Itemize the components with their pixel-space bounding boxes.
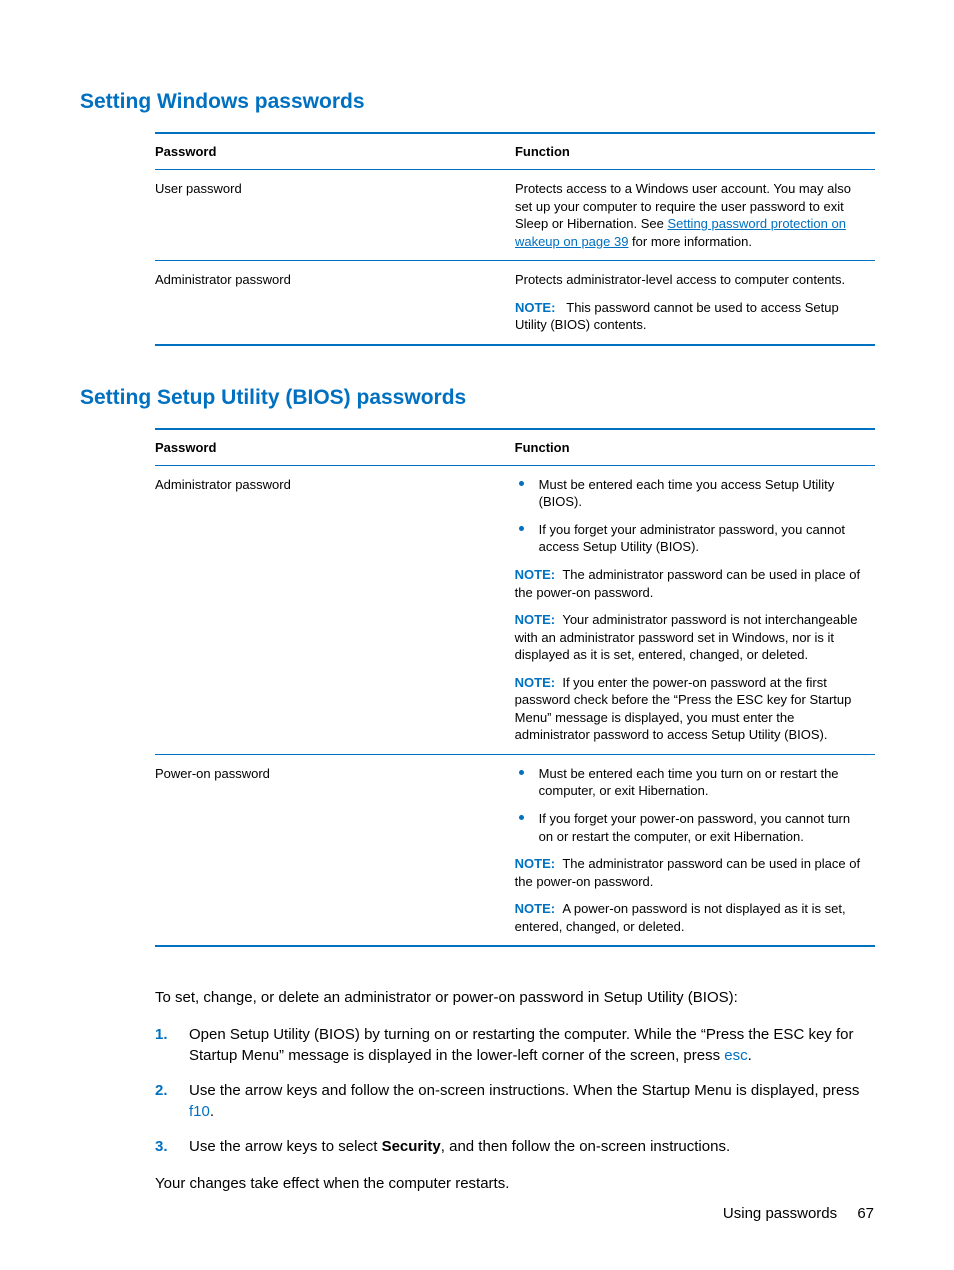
- note-text: If you enter the power-on password at th…: [515, 675, 852, 743]
- cell-password-name: Power-on password: [155, 754, 515, 946]
- table-row: Administrator password Must be entered e…: [155, 465, 875, 754]
- instructions-outro: Your changes take effect when the comput…: [155, 1173, 869, 1194]
- list-item: If you forget your power-on password, yo…: [515, 810, 867, 845]
- text: for more information.: [628, 234, 752, 249]
- table-header-function: Function: [515, 429, 875, 466]
- bios-passwords-table: Password Function Administrator password…: [155, 428, 875, 947]
- heading-bios-passwords: Setting Setup Utility (BIOS) passwords: [80, 386, 874, 410]
- cell-function: Protects access to a Windows user accoun…: [515, 170, 875, 261]
- note-label: NOTE:: [515, 567, 555, 582]
- note-text: Your administrator password is not inter…: [515, 612, 858, 662]
- cell-password-name: Administrator password: [155, 465, 515, 754]
- list-item: If you forget your administrator passwor…: [515, 521, 867, 556]
- note-label: NOTE:: [515, 300, 555, 315]
- bullet-list: Must be entered each time you access Set…: [515, 476, 867, 556]
- list-item: Must be entered each time you turn on or…: [515, 765, 867, 800]
- cell-password-name: Administrator password: [155, 261, 515, 345]
- key-esc: esc: [724, 1047, 747, 1064]
- cell-function: Must be entered each time you turn on or…: [515, 754, 875, 946]
- step-number: 1.: [155, 1024, 168, 1045]
- text: Use the arrow keys to select: [189, 1138, 382, 1155]
- key-f10: f10: [189, 1103, 210, 1120]
- text: Use the arrow keys and follow the on-scr…: [189, 1082, 859, 1099]
- steps-list: 1. Open Setup Utility (BIOS) by turning …: [155, 1024, 869, 1157]
- table-header-password: Password: [155, 429, 515, 466]
- table-row: User password Protects access to a Windo…: [155, 170, 875, 261]
- table-row: Administrator password Protects administ…: [155, 261, 875, 345]
- instructions-block: To set, change, or delete an administrat…: [155, 987, 869, 1194]
- bullet-icon: [519, 481, 524, 486]
- windows-passwords-table: Password Function User password Protects…: [155, 132, 875, 346]
- text: .: [748, 1047, 752, 1064]
- cell-function: Protects administrator-level access to c…: [515, 261, 875, 345]
- menu-security: Security: [382, 1138, 441, 1155]
- note-label: NOTE:: [515, 856, 555, 871]
- note-text: The administrator password can be used i…: [515, 856, 860, 889]
- text: Protects administrator-level access to c…: [515, 271, 867, 289]
- text: Must be entered each time you turn on or…: [539, 766, 839, 799]
- note-label: NOTE:: [515, 612, 555, 627]
- cell-function: Must be entered each time you access Set…: [515, 465, 875, 754]
- table-header-function: Function: [515, 133, 875, 170]
- heading-windows-passwords: Setting Windows passwords: [80, 90, 874, 114]
- step-item: 2. Use the arrow keys and follow the on-…: [155, 1080, 869, 1122]
- note-label: NOTE:: [515, 675, 555, 690]
- text: .: [210, 1103, 214, 1120]
- step-number: 2.: [155, 1080, 168, 1101]
- list-item: Must be entered each time you access Set…: [515, 476, 867, 511]
- note-label: NOTE:: [515, 901, 555, 916]
- text: If you forget your power-on password, yo…: [539, 811, 850, 844]
- page-number: 67: [857, 1205, 874, 1222]
- text: Open Setup Utility (BIOS) by turning on …: [189, 1026, 853, 1064]
- bullet-icon: [519, 770, 524, 775]
- page-footer: Using passwords 67: [723, 1205, 874, 1222]
- step-item: 1. Open Setup Utility (BIOS) by turning …: [155, 1024, 869, 1066]
- table-header-password: Password: [155, 133, 515, 170]
- instructions-intro: To set, change, or delete an administrat…: [155, 987, 869, 1008]
- text: Must be entered each time you access Set…: [539, 477, 835, 510]
- text: If you forget your administrator passwor…: [539, 522, 845, 555]
- step-number: 3.: [155, 1136, 168, 1157]
- document-page: Setting Windows passwords Password Funct…: [0, 0, 954, 1270]
- bullet-icon: [519, 526, 524, 531]
- note-text: A power-on password is not displayed as …: [515, 901, 846, 934]
- note-text: The administrator password can be used i…: [515, 567, 860, 600]
- bullet-icon: [519, 815, 524, 820]
- cell-password-name: User password: [155, 170, 515, 261]
- step-item: 3. Use the arrow keys to select Security…: [155, 1136, 869, 1157]
- footer-section-label: Using passwords: [723, 1205, 837, 1222]
- text: , and then follow the on-screen instruct…: [441, 1138, 730, 1155]
- table-row: Power-on password Must be entered each t…: [155, 754, 875, 946]
- note-text: This password cannot be used to access S…: [515, 300, 839, 333]
- bullet-list: Must be entered each time you turn on or…: [515, 765, 867, 845]
